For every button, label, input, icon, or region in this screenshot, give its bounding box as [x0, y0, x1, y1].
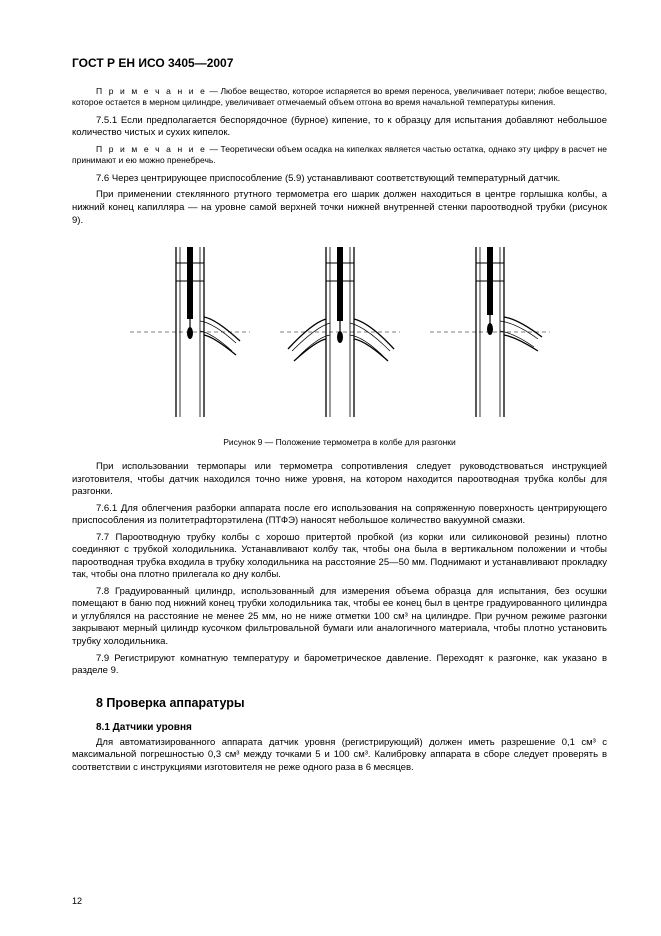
para-after-fig: При использовании термопары или термомет…	[72, 461, 607, 499]
note-2: П р и м е ч а н и е — Теоретически объем…	[72, 144, 607, 167]
para-7-9: 7.9 Регистрируют комнатную температуру и…	[72, 653, 607, 678]
note-1: П р и м е ч а н и е — Любое вещество, ко…	[72, 86, 607, 109]
para-7-6: 7.6 Через центрирующее приспособление (5…	[72, 173, 607, 186]
document-header: ГОСТ Р ЕН ИСО 3405—2007	[72, 56, 607, 70]
para-7-8: 7.8 Градуированный цилиндр, использованн…	[72, 586, 607, 649]
section-8-head: 8 Проверка аппаратуры	[72, 696, 607, 710]
para-7-5-1: 7.5.1 Если предполагается беспорядочное …	[72, 115, 607, 140]
note-1-label: П р и м е ч а н и е	[96, 86, 207, 96]
note-2-label: П р и м е ч а н и е	[96, 144, 207, 154]
flask-diagram-2	[280, 237, 400, 427]
flask-diagram-3	[430, 237, 550, 427]
section-8-1-head: 8.1 Датчики уровня	[72, 722, 607, 733]
page-number: 12	[72, 896, 82, 906]
para-7-6-cont: При применении стеклянного ртутного терм…	[72, 189, 607, 227]
section-8-1-body: Для автоматизированного аппарата датчик …	[72, 737, 607, 775]
para-7-6-1: 7.6.1 Для облегчения разборки аппарата п…	[72, 503, 607, 528]
flask-diagram-1	[130, 237, 250, 427]
figure-9	[72, 237, 607, 427]
figure-9-caption: Рисунок 9 — Положение термометра в колбе…	[72, 437, 607, 447]
para-7-7: 7.7 Пароотводную трубку колбы с хорошо п…	[72, 532, 607, 582]
